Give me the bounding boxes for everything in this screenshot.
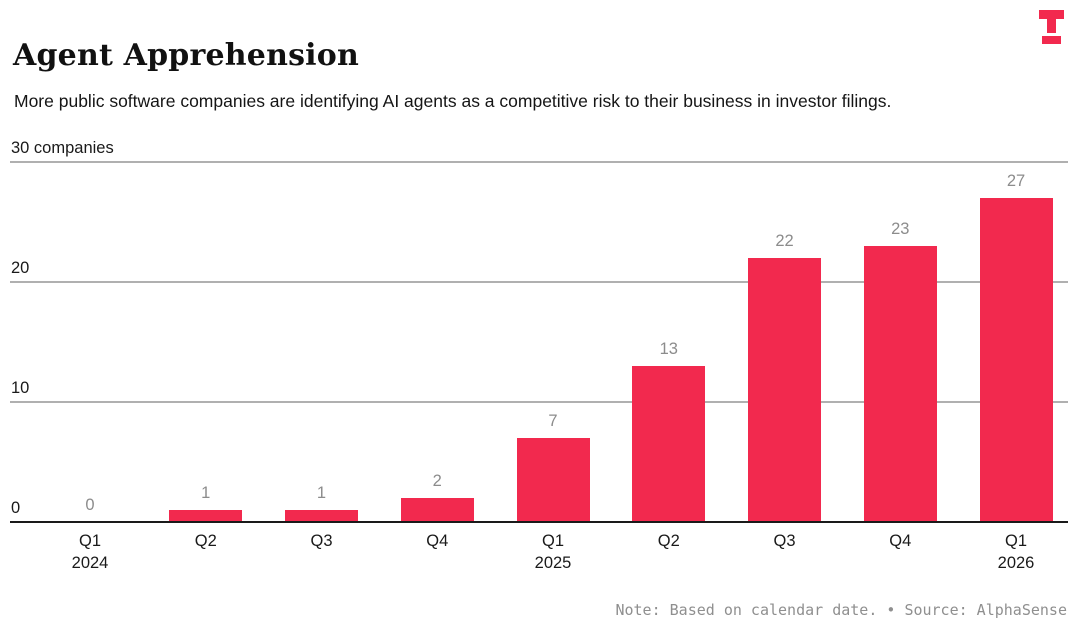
bar-value-label: 0: [85, 496, 95, 514]
x-tick-label-q3-2025: Q3: [773, 532, 796, 550]
bar-value-label: 2: [432, 472, 442, 490]
source-note: Note: Based on calendar date. • Source: …: [615, 601, 1067, 619]
bar-value-label: 23: [891, 220, 910, 238]
y-tick-label-20: 20: [11, 259, 30, 277]
y-tick-label-0: 0: [11, 499, 21, 517]
x-tick-label-q2-2024: Q2: [194, 532, 217, 550]
bar-q4-2024: [400, 498, 474, 522]
bar-value-label: 1: [201, 484, 211, 502]
x-tick-label-q1-2025: Q1 2025: [534, 532, 572, 573]
bar-q1-2025: [516, 438, 590, 522]
bar-q2-2024: [169, 510, 243, 522]
logo-top-bar: [1039, 10, 1064, 19]
bar-value-label: 1: [316, 484, 327, 502]
the-information-logo-icon: [1039, 10, 1064, 45]
chart-title: Agent Apprehension: [13, 38, 359, 74]
bar-value-label: 22: [775, 232, 794, 250]
x-tick-label-q1-2026: Q1 2026: [997, 532, 1035, 573]
bar-q3-2025: [748, 258, 821, 522]
x-axis-baseline: [10, 521, 1068, 523]
x-tick-label-q1-2024: Q1 2024: [71, 532, 109, 573]
logo-stem: [1047, 19, 1056, 33]
bar-q1-2026: [979, 198, 1053, 522]
y-tick-label-10: 10: [11, 379, 30, 397]
bar-value-label: 7: [548, 412, 558, 430]
logo-bottom-bar: [1042, 36, 1061, 44]
bar-chart: 30 companies 20 10 0 0 Q1 2024 1 Q2 1 Q3 2 Q4 7 Q1 2025…: [10, 139, 1068, 572]
gridline-y10: [10, 401, 1068, 403]
bar-value-label: 27: [1006, 172, 1026, 190]
bar-q4-2025: [863, 246, 937, 522]
x-tick-label-q4-2025: Q4: [889, 532, 912, 550]
gridline-y20: [10, 281, 1068, 283]
bar-q3-2024: [285, 510, 358, 522]
x-tick-label-q4-2024: Q4: [426, 532, 449, 550]
chart-subtitle: More public software companies are ident…: [14, 90, 892, 111]
x-tick-label-q3-2024: Q3: [310, 532, 333, 550]
gridline-y30: [10, 161, 1068, 163]
bar-q2-2025: [632, 366, 706, 522]
x-tick-label-q2-2025: Q2: [657, 532, 680, 550]
y-tick-label-30: 30 companies: [11, 139, 114, 157]
bar-value-label: 13: [659, 340, 678, 358]
